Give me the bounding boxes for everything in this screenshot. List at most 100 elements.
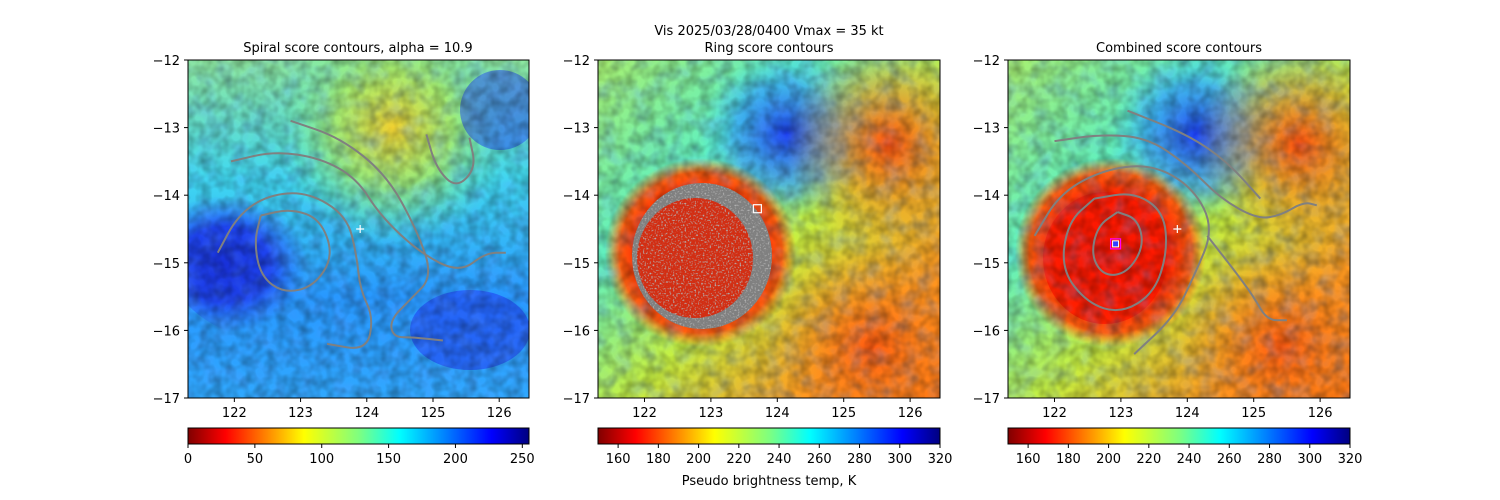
colorbar-ticks: 160 180 200 220 240 260 280 300 320 (606, 444, 953, 467)
colorbar: 160 180 200 220 240 260 280 300 320 (1007, 427, 1363, 467)
contour-line-far (290, 119, 444, 342)
combined-score-panel: Combined score contours 122 123 124 125 126 … (973, 41, 1363, 467)
x-tick-label: 124 (354, 406, 379, 421)
x-tick-label: 123 (698, 406, 723, 421)
contour-line-topright (425, 134, 475, 185)
plus-marker (1173, 225, 1182, 233)
x-tick-label: 125 (421, 406, 446, 421)
y-axis: −12 −13 −14 −15 −16 −17 (153, 54, 188, 407)
colorbar-tick-label: 280 (847, 452, 872, 467)
x-tick-label: 122 (632, 406, 657, 421)
colorbar-tick-label: 300 (887, 452, 912, 467)
y-tick-label: −16 (973, 324, 1000, 339)
colorbar-tick-label: 240 (1177, 452, 1202, 467)
plus-marker (356, 225, 365, 233)
contour-line-top (1127, 109, 1262, 200)
colorbar-ticks: 0 50 100 150 200 250 (184, 444, 535, 467)
colorbar-tick-label: 100 (309, 452, 334, 467)
x-tick-label: 122 (1042, 406, 1067, 421)
figure-suptitle: Vis 2025/03/28/0400 Vmax = 35 kt (654, 24, 883, 39)
x-tick-label: 125 (1241, 406, 1266, 421)
colorbar-gradient (1007, 427, 1351, 445)
y-tick-label: −17 (153, 392, 180, 407)
colorbar-tick-label: 180 (1056, 452, 1081, 467)
axes-frame (1007, 59, 1351, 399)
colorbar-tick-label: 250 (510, 452, 535, 467)
colorbar-tick-label: 200 (1096, 452, 1121, 467)
colorbar-tick-label: 260 (807, 452, 832, 467)
x-tick-label: 124 (1175, 406, 1200, 421)
y-tick-label: −17 (563, 392, 590, 407)
y-tick-label: −15 (563, 257, 590, 272)
contour-line-inner (254, 209, 331, 292)
x-tick-label: 126 (487, 406, 512, 421)
x-tick-label: 126 (898, 406, 923, 421)
panel-title: Combined score contours (1096, 41, 1262, 56)
center-markers (356, 225, 365, 233)
y-tick-label: −14 (973, 189, 1000, 204)
axes-frame (187, 59, 530, 399)
contour-line-outer (230, 152, 506, 269)
y-tick-label: −12 (973, 54, 1000, 69)
colorbar-tick-label: 320 (1338, 452, 1363, 467)
colorbar-tick-label: 160 (1016, 452, 1041, 467)
x-axis: 122 123 124 125 126 (1042, 398, 1333, 421)
square-marker-outline (1109, 238, 1122, 250)
y-tick-label: −13 (973, 122, 1000, 137)
y-tick-label: −16 (153, 324, 180, 339)
y-tick-label: −13 (563, 122, 590, 137)
x-axis: 122 123 124 125 126 (222, 398, 512, 421)
contour-line-outer (1033, 165, 1210, 355)
y-tick-label: −14 (153, 189, 180, 204)
colorbar-tick-label: 300 (1297, 452, 1322, 467)
square-marker (1112, 240, 1120, 248)
contour-line-right (1206, 235, 1287, 322)
panel-title: Spiral score contours, alpha = 10.9 (243, 41, 472, 56)
y-tick-label: −17 (973, 392, 1000, 407)
colorbar-tick-label: 260 (1217, 452, 1242, 467)
y-tick-label: −15 (153, 257, 180, 272)
center-markers (752, 204, 762, 214)
heatmap-image (188, 60, 529, 398)
y-tick-label: −16 (563, 324, 590, 339)
y-tick-label: −14 (563, 189, 590, 204)
colorbar: 160 180 200 220 240 260 280 300 320 Pseudo brigh… (597, 427, 953, 489)
ring-score-region (632, 183, 772, 329)
colorbar-tick-label: 0 (184, 452, 192, 467)
colorbar: 0 50 100 150 200 250 (184, 427, 535, 467)
colorbar-tick-label: 320 (928, 452, 953, 467)
x-tick-label: 126 (1308, 406, 1333, 421)
spiral-contours (216, 119, 506, 349)
x-tick-label: 124 (765, 406, 790, 421)
y-tick-label: −12 (563, 54, 590, 69)
contour-line-inner (1092, 211, 1143, 276)
colorbar-tick-label: 180 (646, 452, 671, 467)
x-tick-label: 125 (831, 406, 856, 421)
square-marker (752, 204, 762, 214)
colorbar-tick-label: 220 (726, 452, 751, 467)
colorbar-gradient (187, 427, 530, 445)
colorbar-tick-label: 220 (1136, 452, 1161, 467)
y-tick-label: −15 (973, 257, 1000, 272)
heatmap-image (1008, 60, 1350, 398)
colorbar-tick-label: 150 (376, 452, 401, 467)
contour-line-far (1054, 134, 1318, 219)
y-tick-label: −12 (153, 54, 180, 69)
spiral-score-panel: Spiral score contours, alpha = 10.9 122 1… (153, 41, 535, 467)
y-axis: −12 −13 −14 −15 −16 −17 (563, 54, 598, 407)
x-tick-label: 122 (222, 406, 247, 421)
colorbar-gradient (597, 427, 941, 445)
x-tick-label: 123 (1108, 406, 1133, 421)
axes-frame (597, 59, 941, 399)
ring-score-panel: Ring score contours 122 123 124 125 126 −12−… (563, 41, 953, 489)
colorbar-ticks: 160 180 200 220 240 260 280 300 320 (1016, 444, 1363, 467)
colorbar-tick-label: 200 (443, 452, 468, 467)
colorbar-tick-label: 160 (606, 452, 631, 467)
center-markers (1109, 225, 1182, 250)
colorbar-tick-label: 280 (1257, 452, 1282, 467)
colorbar-label: Pseudo brightness temp, K (682, 474, 857, 489)
panel-title: Ring score contours (704, 41, 833, 56)
y-tick-label: −13 (153, 122, 180, 137)
colorbar-tick-label: 240 (767, 452, 792, 467)
